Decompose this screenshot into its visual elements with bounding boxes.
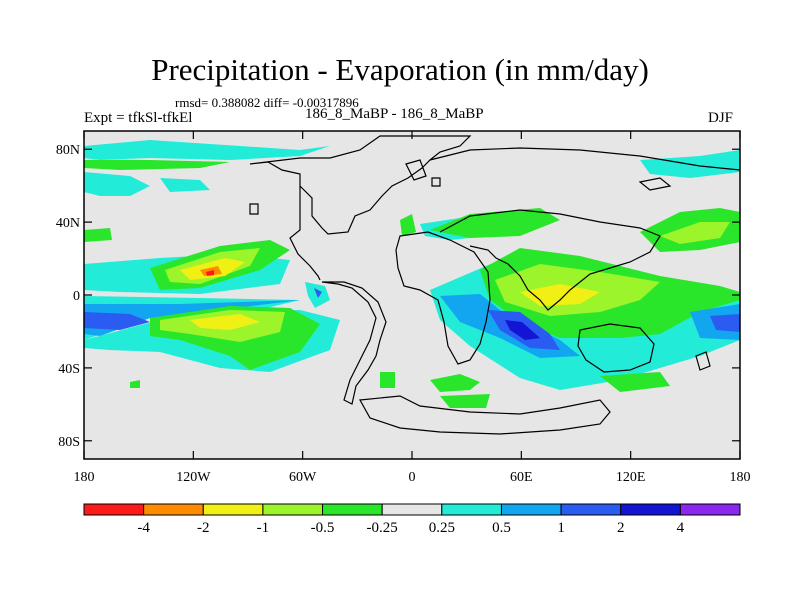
x-tick-label-2: 60W — [289, 470, 317, 485]
axis-labels: 180 120W 60W 0 60E 120E 180 80N 40N 0 40S 80S — [56, 143, 751, 485]
contour-wpac-blue — [710, 314, 740, 332]
continent-outlines — [249, 135, 740, 435]
contour-eqpac-lightblue — [84, 300, 300, 336]
contour-eqatl-blue — [314, 288, 322, 298]
outline-australia — [577, 323, 655, 373]
outline-nz — [695, 351, 711, 371]
colorbar-swatch-1 — [143, 503, 204, 516]
chart-title: Precipitation - Evaporation (in mm/day) — [151, 52, 649, 87]
contour-sio-green — [600, 372, 670, 392]
contour-nwpac-lime — [660, 222, 730, 244]
x-tick-label-4: 60E — [510, 470, 533, 485]
contour-npac-cyan-2 — [160, 178, 210, 192]
x-tick-label-5: 120E — [616, 470, 646, 485]
colorbar-label-7: 1 — [557, 520, 565, 536]
contour-io-darkblue — [505, 320, 540, 340]
contour-satl-green — [380, 372, 395, 388]
outline-eurasia — [429, 147, 740, 311]
colorbar-label-0: -4 — [137, 520, 150, 536]
colorbar-swatch-9 — [620, 503, 681, 516]
contour-so-green-3 — [440, 394, 490, 408]
contour-so-green-2 — [430, 374, 480, 392]
y-tick-label-0: 80N — [56, 143, 80, 158]
axis-ticks — [83, 131, 741, 459]
outline-greenland — [405, 159, 427, 181]
y-tick-label-3: 40S — [58, 362, 80, 377]
contour-arctic-green — [84, 160, 230, 170]
colorbar-swatch-7 — [500, 503, 562, 516]
stats-line: rmsd= 0.388082 diff= -0.00317896 — [175, 95, 359, 110]
colorbar-swatch-5 — [381, 503, 443, 516]
contour-itcz-red — [206, 270, 214, 276]
outline-islands — [249, 177, 441, 215]
contour-natl-green — [400, 214, 416, 236]
x-tick-label-6: 180 — [730, 470, 751, 485]
colorbar-swatch-6 — [441, 503, 502, 516]
colorbar-label-6: 0.5 — [492, 520, 511, 536]
y-tick-label-1: 40N — [56, 216, 80, 231]
contour-npac-cyan — [84, 172, 150, 196]
season-label: DJF — [708, 110, 734, 126]
period-label: 186_8_MaBP - 186_8_MaBP — [305, 106, 484, 122]
colorbar-swatch-2 — [202, 503, 264, 516]
colorbar-swatch-3 — [262, 503, 324, 516]
colorbar: -4 -2 -1 -0.5 -0.25 0.25 0.5 1 2 4 — [83, 503, 741, 536]
outline-south-america — [321, 281, 387, 405]
contour-spcz-yellow — [190, 314, 260, 330]
y-tick-label-4: 80S — [58, 435, 80, 450]
outline-japan — [638, 177, 672, 191]
field-contours — [84, 140, 740, 408]
colorbar-swatch-8 — [560, 503, 622, 516]
contour-so-green — [130, 380, 140, 388]
contour-arctic-cyan — [84, 140, 330, 160]
colorbar-label-8: 2 — [617, 520, 625, 536]
colorbar-label-2: -1 — [257, 520, 270, 536]
outline-antarctica — [359, 395, 611, 435]
contour-mideast-green — [430, 208, 560, 238]
contour-eqpac-blue — [84, 312, 150, 330]
contour-nam-green — [84, 228, 112, 242]
colorbar-swatch-0 — [83, 503, 145, 516]
colorbar-label-9: 4 — [677, 520, 685, 536]
outline-africa — [395, 231, 491, 365]
colorbar-label-1: -2 — [197, 520, 210, 536]
colorbar-label-5: 0.25 — [429, 520, 455, 536]
colorbar-label-3: -0.5 — [311, 520, 335, 536]
x-tick-label-0: 180 — [74, 470, 95, 485]
colorbar-swatch-10 — [679, 503, 741, 516]
y-tick-label-2: 0 — [73, 289, 80, 304]
colorbar-swatch-4 — [322, 503, 383, 516]
x-tick-label-3: 0 — [409, 470, 416, 485]
outline-north-america — [249, 135, 472, 281]
x-tick-label-1: 120W — [176, 470, 211, 485]
experiment-label: Expt = tfkSl-tfkEl — [84, 110, 193, 126]
colorbar-label-4: -0.25 — [367, 520, 398, 536]
